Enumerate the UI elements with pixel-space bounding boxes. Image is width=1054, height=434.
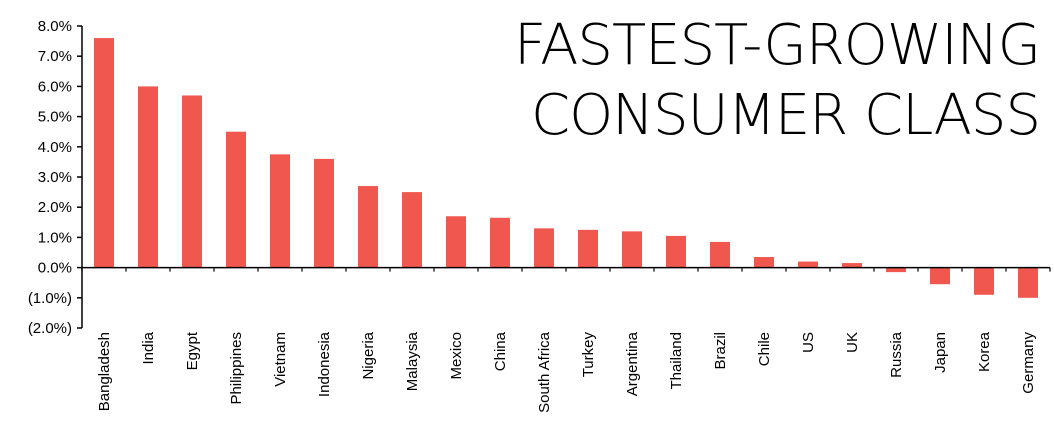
bar-malaysia xyxy=(402,192,422,268)
y-tick-label: 5.0% xyxy=(38,109,72,126)
y-tick-label: (1.0%) xyxy=(28,290,72,307)
x-category-label: Turkey xyxy=(580,332,597,378)
chart-title-line-1: FASTEST-GROWING xyxy=(514,13,1040,78)
bar-chile xyxy=(754,257,774,268)
bar-uk xyxy=(842,263,862,268)
y-tick-label: (2.0%) xyxy=(28,320,72,337)
bar-brazil xyxy=(710,241,730,268)
bar-egypt xyxy=(182,95,202,268)
bar-philippines xyxy=(226,131,246,268)
bar-indonesia xyxy=(314,158,334,268)
x-category-label: South Africa xyxy=(536,331,553,413)
y-tick-label: 0.0% xyxy=(38,260,72,277)
x-category-label: Argentina xyxy=(624,331,641,396)
x-category-label: Mexico xyxy=(448,332,465,380)
x-category-label: Japan xyxy=(932,332,949,373)
bar-argentina xyxy=(622,231,642,268)
x-category-label: Chile xyxy=(756,332,773,366)
x-category-label: India xyxy=(140,331,157,364)
bar-mexico xyxy=(446,216,466,268)
x-category-label: Bangladesh xyxy=(96,332,113,411)
bar-vietnam xyxy=(270,154,290,268)
bar-nigeria xyxy=(358,186,378,268)
bar-thailand xyxy=(666,235,686,268)
y-tick-label: 4.0% xyxy=(38,139,72,156)
y-tick-label: 8.0% xyxy=(38,18,72,35)
bar-bangladesh xyxy=(94,38,114,268)
x-category-label: Brazil xyxy=(712,332,729,370)
bar-japan xyxy=(930,267,950,285)
x-category-label: Malaysia xyxy=(404,331,421,391)
chart-title: FASTEST-GROWING CONSUMER CLASS xyxy=(514,13,1041,148)
y-tick-label: 3.0% xyxy=(38,169,72,186)
chart-title-line-2: CONSUMER CLASS xyxy=(531,83,1040,148)
bar-germany xyxy=(1018,267,1038,298)
y-tick-label: 6.0% xyxy=(38,78,72,95)
category-labels: Bangladesh India Egypt Philippines Vietnam In… xyxy=(96,331,1037,413)
x-axis xyxy=(81,266,1051,272)
bar-south-africa xyxy=(534,228,554,268)
bars-group xyxy=(94,38,1038,298)
x-category-label: Thailand xyxy=(668,332,685,390)
x-category-label: Vietnam xyxy=(272,332,289,387)
x-category-label: Indonesia xyxy=(316,331,333,397)
y-tick-label: 7.0% xyxy=(38,48,72,65)
x-category-label: China xyxy=(492,331,509,371)
x-category-label: Korea xyxy=(976,331,993,372)
bar-us xyxy=(798,261,818,268)
y-tick-label: 1.0% xyxy=(38,229,72,246)
x-category-label: Nigeria xyxy=(360,331,377,379)
bar-china xyxy=(490,217,510,268)
bar-turkey xyxy=(578,229,598,268)
bar-india xyxy=(138,86,158,268)
x-category-label: Egypt xyxy=(184,331,201,370)
y-tick-label: 2.0% xyxy=(38,199,72,216)
bar-russia xyxy=(886,267,906,273)
x-category-label: Philippines xyxy=(228,332,245,405)
x-category-label: Germany xyxy=(1020,332,1037,394)
x-category-label: Russia xyxy=(888,331,905,378)
x-category-label: UK xyxy=(844,332,861,353)
x-category-label: US xyxy=(800,332,817,353)
y-axis: 8.0% 7.0% 6.0% 5.0% 4.0% 3.0% 2.0% 1.0% 0.0% (1.0… xyxy=(28,18,83,337)
bar-korea xyxy=(974,267,994,295)
